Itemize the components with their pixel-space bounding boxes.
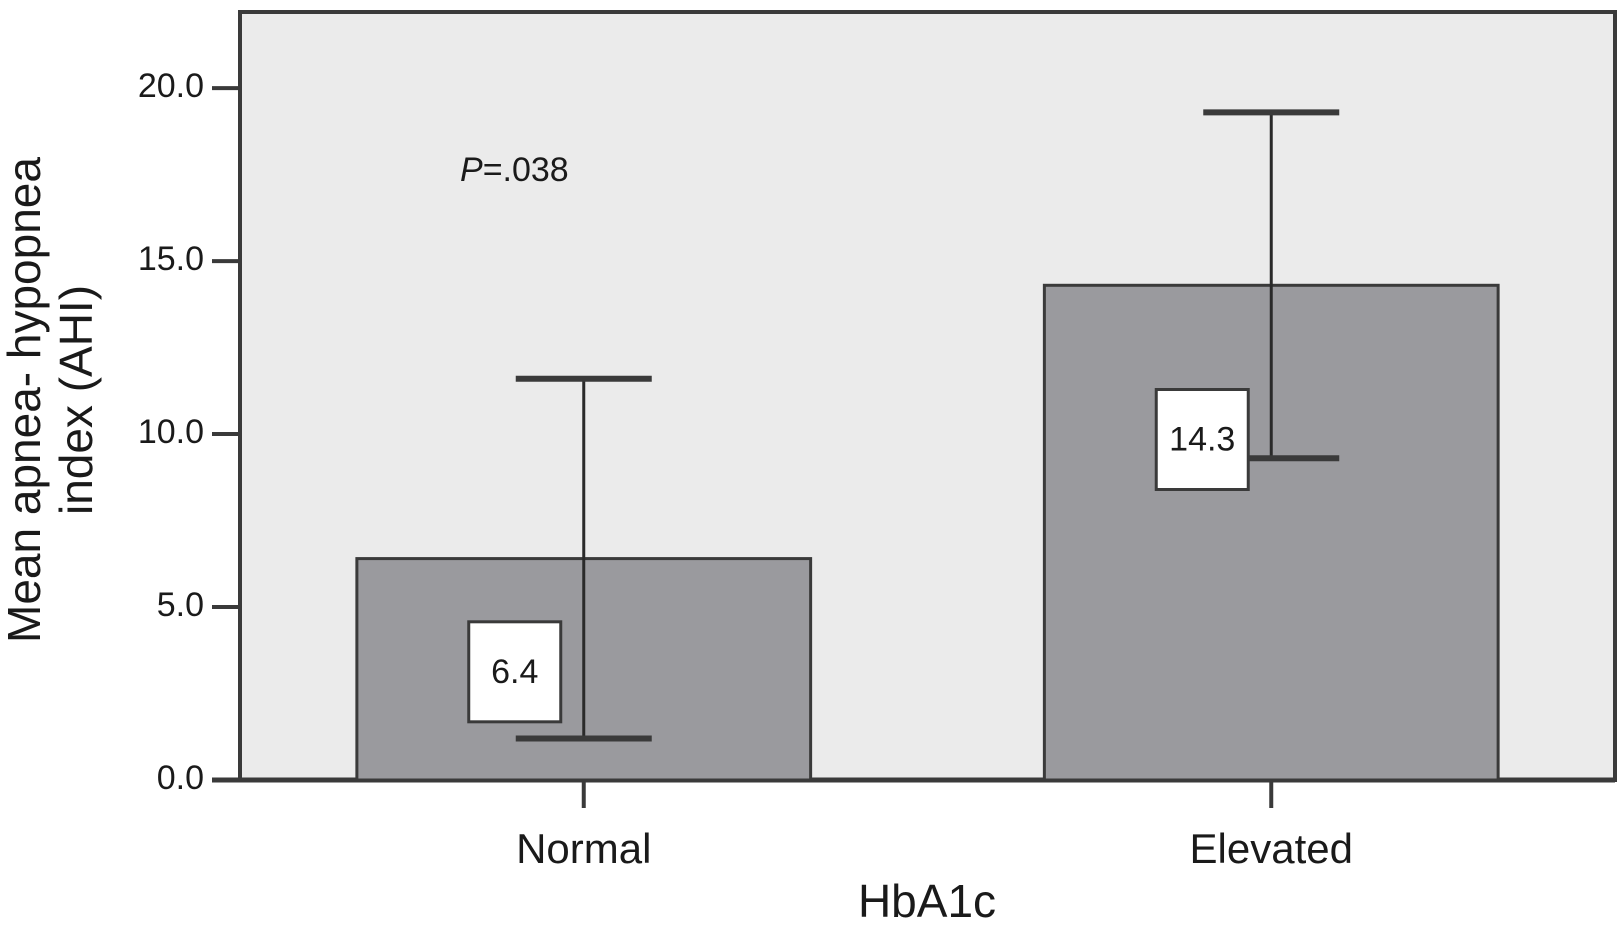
y-axis-title: index (AHI)	[50, 285, 102, 515]
y-tick-label: 20.0	[138, 67, 204, 105]
value-label-box	[467, 620, 563, 724]
y-axis-title: Mean apnea- hypopnea	[0, 157, 50, 643]
y-tick-label: 0.0	[157, 759, 204, 797]
y-tick-label: 15.0	[138, 240, 204, 278]
value-label: 6.4	[491, 653, 538, 691]
annotation-italic: P	[460, 151, 483, 189]
annotation: P=.038	[460, 151, 569, 189]
value-label-box	[1154, 388, 1250, 492]
x-tick-label: Normal	[516, 825, 651, 872]
y-tick-label: 5.0	[157, 586, 204, 624]
x-tick-label: Elevated	[1190, 825, 1353, 872]
y-tick-label: 10.0	[138, 413, 204, 451]
x-axis-title: HbA1c	[858, 875, 996, 927]
annotation-text: =.038	[483, 151, 569, 189]
value-label: 14.3	[1169, 420, 1235, 458]
